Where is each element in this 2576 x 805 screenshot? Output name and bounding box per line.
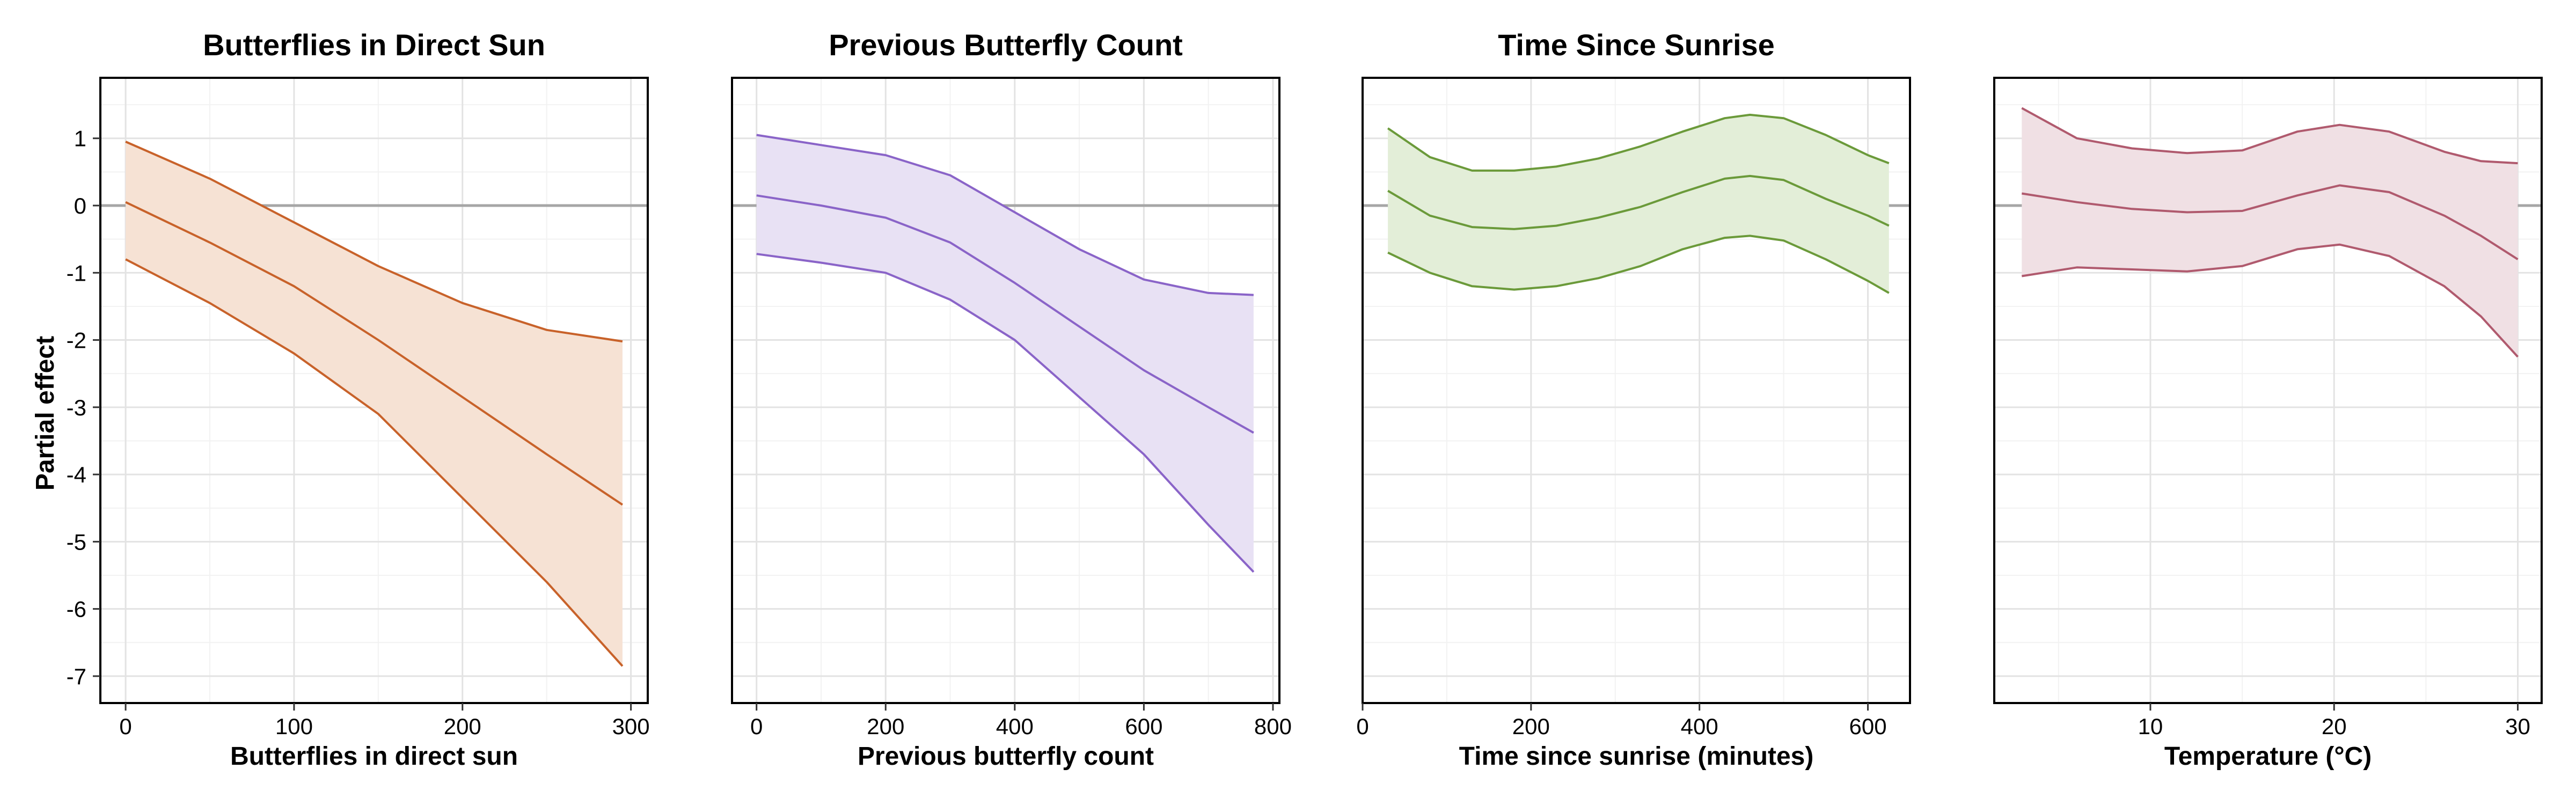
confidence-band [126, 142, 623, 667]
upper-bound-line [1387, 113, 1890, 172]
x-axis-label: Previous butterfly count [858, 742, 1154, 771]
panel-border [1993, 77, 2543, 704]
y-axis-label: Partial effect [31, 336, 60, 491]
x-tick-label: 20 [2322, 714, 2347, 739]
x-axis-label: Time since sunrise (minutes) [1459, 742, 1814, 771]
x-axis-label: Temperature (°C) [2164, 742, 2372, 771]
x-tick-label: 800 [1254, 714, 1292, 739]
y-tick-label: -7 [67, 664, 86, 689]
y-tick-label: -5 [67, 529, 86, 554]
x-tick-label: 0 [119, 714, 131, 739]
y-tick-label: 1 [74, 126, 86, 151]
panel-3: 0 200 400 600 Time Since Sunrise Time since s… [1356, 28, 1911, 771]
panel-2: 0 200 400 600 800 Previous Butterfly Count Pre… [731, 28, 1292, 771]
fitted-line [2021, 184, 2519, 260]
panel-1: 0 100 200 300 -7 -6 -5 -4 -3 -2 -1 0 1 Butterflies in… [67, 28, 650, 771]
y-tick-label: -3 [67, 395, 86, 420]
x-tick-label: 0 [1356, 714, 1368, 739]
panel-4: 10 20 30 Temperature (°C) [1993, 77, 2543, 771]
x-tick-label: 0 [750, 714, 763, 739]
fitted-line [756, 194, 1254, 434]
x-tick-label: 200 [444, 714, 481, 739]
lower-bound-line [1387, 235, 1890, 294]
confidence-band [2022, 108, 2518, 357]
panel-title: Butterflies in Direct Sun [203, 28, 545, 62]
panel-border [731, 77, 1280, 704]
lower-bound-line [756, 253, 1255, 573]
x-tick-label: 600 [1125, 714, 1162, 739]
y-tick-label: -1 [67, 260, 86, 286]
x-tick-label: 600 [1849, 714, 1886, 739]
x-tick-label: 200 [867, 714, 904, 739]
confidence-band [756, 135, 1254, 572]
x-axis-label: Butterflies in direct sun [230, 742, 518, 771]
y-tick-label: -2 [67, 328, 86, 353]
x-tick-label: 100 [275, 714, 313, 739]
upper-bound-line [756, 134, 1254, 296]
x-tick-label: 30 [2505, 714, 2530, 739]
fitted-line [125, 201, 624, 506]
upper-bound-line [2021, 107, 2518, 165]
y-tick-label: -4 [67, 462, 86, 487]
x-tick-label: 400 [1681, 714, 1718, 739]
panel-title: Previous Butterfly Count [829, 28, 1183, 62]
lower-bound-line [2021, 243, 2519, 358]
x-tick-label: 400 [996, 714, 1034, 739]
panel-border [99, 77, 649, 704]
panel-title: Time Since Sunrise [1498, 28, 1775, 62]
fitted-line [1387, 174, 1890, 230]
lower-bound-line [125, 258, 624, 667]
y-tick-label: -6 [67, 597, 86, 622]
upper-bound-line [125, 141, 623, 343]
confidence-band [1388, 114, 1889, 293]
panel-border [1362, 77, 1911, 704]
x-tick-label: 10 [2138, 714, 2163, 739]
y-tick-label: 0 [74, 193, 86, 218]
x-tick-label: 300 [612, 714, 650, 739]
x-tick-label: 200 [1512, 714, 1550, 739]
